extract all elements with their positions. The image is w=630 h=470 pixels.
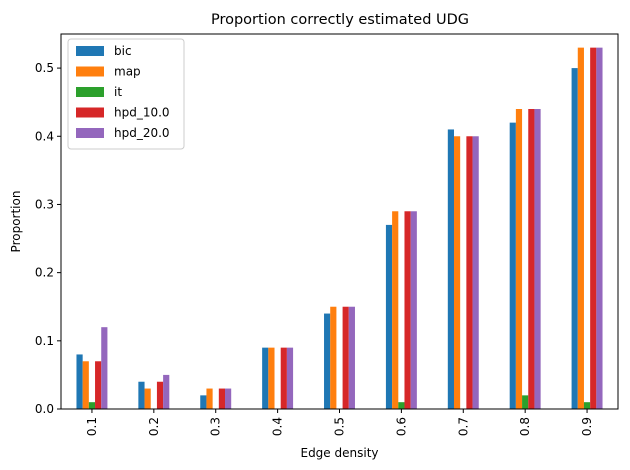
bar-hpd_10.0-0.4 (280, 347, 287, 409)
bar-map-0.8 (515, 109, 523, 409)
x-tick-label: 0.9 (580, 417, 594, 436)
bar-map-0.4 (268, 347, 275, 409)
bar-hpd_10.0-0.6 (404, 211, 411, 409)
x-tick-label: 0.7 (456, 417, 470, 436)
bar-hpd_10.0-0.1 (95, 361, 102, 409)
legend-label-bic: bic (114, 44, 132, 58)
bar-hpd_20.0-0.2 (163, 374, 170, 409)
bar-bic-0.5 (324, 313, 331, 409)
bar-bic-0.1 (76, 354, 83, 409)
x-tick-label: 0.1 (85, 417, 99, 436)
x-tick-label: 0.6 (394, 417, 408, 436)
y-tick-label: 0.4 (35, 129, 54, 143)
y-tick-label: 0.5 (35, 61, 54, 75)
legend-label-hpd_20.0: hpd_20.0 (114, 126, 170, 140)
x-tick-label: 0.4 (271, 417, 285, 436)
bar-it-0.6 (398, 402, 405, 409)
bar-bic-0.2 (138, 381, 145, 409)
bar-hpd_10.0-0.2 (156, 381, 164, 409)
bar-hpd_10.0-0.8 (528, 109, 535, 409)
bar-bic-0.8 (509, 122, 516, 409)
y-tick-label: 0.1 (35, 334, 54, 348)
bar-hpd_20.0-0.4 (286, 347, 294, 409)
x-tick-label: 0.5 (333, 417, 347, 436)
bar-it-0.8 (522, 395, 529, 409)
bar-hpd_10.0-0.3 (218, 388, 226, 409)
bars-group (76, 47, 603, 409)
y-tick-label: 0.2 (35, 266, 54, 280)
y-axis: 0.0 0.1 0.2 0.3 0.4 0.5 (35, 61, 61, 416)
y-tick-label: 0.0 (35, 402, 54, 416)
bar-hpd_10.0-0.7 (466, 136, 473, 409)
bar-map-0.1 (82, 361, 89, 409)
bar-bic-0.9 (571, 68, 578, 409)
bar-hpd_20.0-0.3 (225, 388, 232, 409)
bar-hpd_20.0-0.8 (534, 109, 541, 409)
bar-map-0.9 (577, 47, 584, 409)
x-tick-label: 0.8 (518, 417, 532, 436)
legend-label-it: it (114, 85, 122, 99)
x-tick-label: 0.3 (209, 417, 223, 436)
legend-swatch-it (76, 87, 104, 97)
x-axis-label: Edge density (300, 446, 378, 460)
bar-hpd_20.0-0.1 (101, 327, 108, 409)
chart-title: Proportion correctly estimated UDG (211, 12, 469, 28)
bar-bic-0.3 (200, 395, 207, 409)
bar-map-0.5 (330, 306, 337, 409)
bar-map-0.3 (206, 388, 213, 409)
bar-bic-0.6 (385, 224, 393, 409)
x-axis: 0.1 0.2 0.3 0.4 0.5 0.6 0.7 0.8 0.9 (85, 409, 594, 436)
plot-frame (60, 33, 619, 410)
bar-map-0.7 (453, 136, 461, 409)
legend-swatch-hpd_10.0 (76, 107, 104, 118)
legend-label-hpd_10.0: hpd_10.0 (114, 106, 170, 120)
legend-swatch-map (76, 66, 104, 77)
bar-hpd_20.0-0.5 (348, 306, 355, 409)
bar-hpd_10.0-0.9 (590, 47, 597, 409)
bar-map-0.2 (144, 388, 151, 409)
bar-hpd_20.0-0.7 (472, 136, 479, 409)
bar-it-0.1 (88, 402, 96, 409)
bar-hpd_20.0-0.9 (596, 47, 603, 409)
legend-label-map: map (114, 65, 141, 79)
bar-hpd_20.0-0.6 (410, 211, 417, 409)
legend-swatch-bic (76, 46, 104, 56)
y-tick-label: 0.3 (35, 197, 54, 211)
x-tick-label: 0.2 (147, 417, 161, 436)
y-axis-label: Proportion (9, 191, 23, 253)
bar-bic-0.7 (447, 129, 454, 409)
legend: bic map it hpd_10.0 hpd_20.0 (67, 38, 185, 150)
bar-map-0.6 (392, 211, 399, 409)
bar-it-0.9 (583, 402, 591, 409)
bar-hpd_10.0-0.5 (342, 306, 349, 409)
legend-swatch-hpd_20.0 (76, 128, 104, 138)
bar-bic-0.4 (262, 347, 269, 409)
